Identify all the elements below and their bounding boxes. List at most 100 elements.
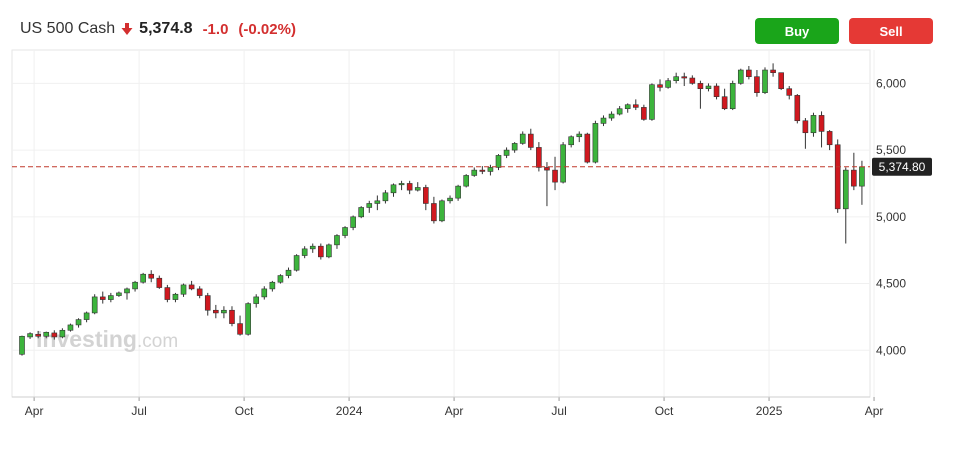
candle: [140, 272, 146, 284]
candle: [374, 195, 381, 211]
candle: [802, 118, 809, 149]
candle: [59, 328, 66, 339]
candle: [116, 291, 122, 297]
candle-body: [616, 108, 623, 115]
candle: [188, 280, 195, 291]
candle-body: [487, 167, 494, 172]
candle-body: [544, 167, 550, 171]
candle: [495, 154, 502, 171]
candle-body: [665, 80, 671, 88]
candle-body: [261, 288, 268, 298]
candle: [213, 304, 219, 319]
candle-body: [75, 319, 82, 326]
candle-body: [600, 117, 607, 124]
candle: [842, 167, 849, 244]
candle-body: [447, 197, 453, 202]
candle: [584, 132, 591, 164]
candle-body: [689, 77, 696, 84]
x-tick-label: Oct: [235, 404, 254, 418]
candle-body: [818, 115, 825, 132]
candle: [479, 166, 486, 175]
candle: [318, 243, 324, 260]
candle-body: [786, 88, 793, 96]
candle-body: [67, 324, 74, 331]
candle-body: [172, 293, 179, 300]
quote-header: US 500 Cash 5,374.8 -1.0 (-0.02%): [20, 17, 296, 41]
buy-button[interactable]: Buy: [755, 18, 839, 44]
candle-body: [91, 296, 98, 314]
candle-body: [560, 144, 566, 183]
candle: [624, 103, 631, 113]
candle-body: [164, 287, 171, 300]
last-price: 5,374.8: [139, 20, 193, 37]
candle: [576, 131, 583, 143]
candle: [737, 68, 744, 85]
candle: [91, 294, 98, 315]
x-tick-label: Apr: [25, 404, 44, 418]
candle: [859, 160, 865, 205]
x-tick-label: Oct: [655, 404, 674, 418]
sell-button[interactable]: Sell: [849, 18, 933, 44]
candle: [285, 267, 292, 279]
candle-body: [237, 323, 243, 335]
candle: [810, 112, 817, 137]
candle: [301, 246, 308, 259]
candle-body: [802, 120, 809, 134]
candle-body: [737, 69, 744, 84]
candle: [511, 142, 518, 153]
candle: [834, 139, 841, 213]
candle: [350, 215, 356, 231]
candle: [358, 206, 365, 219]
candle-body: [552, 169, 558, 183]
watermark-suffix: .com: [137, 331, 178, 352]
candle-body: [59, 329, 66, 338]
candle: [277, 274, 284, 284]
y-tick-label: 5,500: [876, 143, 906, 157]
candle: [293, 254, 300, 272]
candle: [124, 287, 130, 300]
candle: [180, 283, 187, 297]
candle: [826, 130, 833, 151]
candle-body: [116, 292, 122, 296]
candle: [673, 72, 679, 84]
candle-body: [293, 255, 300, 271]
candle: [164, 284, 171, 303]
candle: [649, 83, 655, 121]
candle-body: [624, 104, 631, 110]
candle-body: [657, 84, 663, 88]
candle: [536, 142, 542, 172]
candle-body: [27, 333, 33, 338]
candle-body: [770, 69, 776, 73]
candle: [762, 67, 768, 95]
candle: [471, 167, 478, 177]
candle-body: [479, 169, 486, 172]
candle: [455, 184, 461, 201]
y-tick-label: 4,000: [876, 343, 906, 357]
candle: [108, 292, 114, 303]
candle: [83, 311, 90, 323]
candle-body: [374, 200, 381, 204]
candle-body: [576, 133, 583, 138]
candle: [754, 70, 760, 97]
candle: [221, 306, 227, 319]
candle-body: [632, 104, 639, 108]
candle: [592, 120, 599, 164]
candle: [132, 280, 138, 292]
candle: [729, 80, 736, 111]
candle: [689, 75, 696, 85]
candle: [237, 315, 243, 336]
candle: [67, 323, 74, 332]
candle-body: [406, 183, 413, 191]
candle: [334, 234, 340, 249]
candle-body: [140, 273, 146, 283]
candle: [503, 147, 510, 159]
candle-body: [834, 144, 841, 210]
candle-body: [204, 295, 211, 311]
candle-body: [180, 284, 187, 295]
candle-body: [51, 332, 58, 338]
y-tick-label: 5,000: [876, 210, 906, 224]
candle-body: [390, 184, 397, 194]
x-tick-label: Jul: [551, 404, 566, 418]
candle-body: [156, 277, 163, 288]
